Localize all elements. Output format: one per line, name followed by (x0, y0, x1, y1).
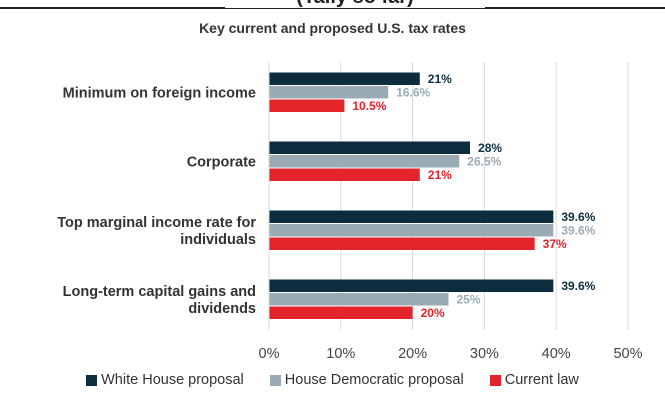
category-label: Top marginal income rate for individuals (57, 215, 256, 248)
bar (269, 279, 554, 292)
legend-label: White House proposal (101, 372, 244, 388)
x-tick-label: 20% (398, 346, 427, 362)
bar (269, 99, 345, 112)
legend-item-house-democratic: House Democratic proposal (269, 372, 464, 388)
header-rule: (Tally so far) (0, 0, 665, 18)
x-tick-label: 40% (542, 346, 571, 362)
category-label: Minimum on foreign income (63, 85, 256, 101)
x-tick-label: 30% (470, 346, 499, 362)
legend-swatch (269, 374, 281, 386)
legend-label: Current law (504, 372, 579, 388)
data-label: 10.5% (352, 99, 386, 113)
data-label: 39.6% (561, 224, 595, 238)
legend-swatch (489, 374, 501, 386)
bar-chart: 0% 10% 20% 30% 40% 50% Minimum on foreign inco… (57, 62, 643, 362)
chart-title: Key current and proposed U.S. tax rates (199, 20, 466, 36)
bar (269, 141, 471, 154)
bar (269, 306, 413, 319)
data-label: 25% (457, 293, 481, 307)
bar (269, 72, 420, 85)
legend-label: House Democratic proposal (284, 372, 464, 388)
data-label: 21% (428, 168, 452, 182)
legend-item-current-law: Current law (489, 372, 579, 388)
data-label: 37% (543, 237, 567, 251)
bar (269, 224, 554, 237)
bar (269, 168, 420, 181)
data-label: 39.6% (561, 210, 595, 224)
x-tick-label: 0% (259, 346, 280, 362)
legend: White House proposal House Democratic pr… (0, 372, 665, 388)
data-label: 28% (478, 141, 502, 155)
bar (269, 293, 449, 306)
category-label: Corporate (187, 154, 256, 170)
legend-item-white-house: White House proposal (86, 372, 244, 388)
x-tick-label: 50% (613, 346, 642, 362)
data-label: 16.6% (396, 86, 430, 100)
legend-swatch (86, 374, 98, 386)
data-label: 20% (421, 306, 445, 320)
x-tick-label: 10% (326, 346, 355, 362)
bar (269, 210, 554, 223)
category-label: Long-term capital gains and dividends (63, 284, 256, 317)
bar (269, 86, 389, 99)
data-label: 26.5% (467, 155, 501, 169)
header-fragment: (Tally so far) (225, 0, 485, 9)
data-label: 39.6% (561, 279, 595, 293)
data-label: 21% (428, 72, 452, 86)
bar (269, 155, 460, 168)
bar (269, 237, 535, 250)
